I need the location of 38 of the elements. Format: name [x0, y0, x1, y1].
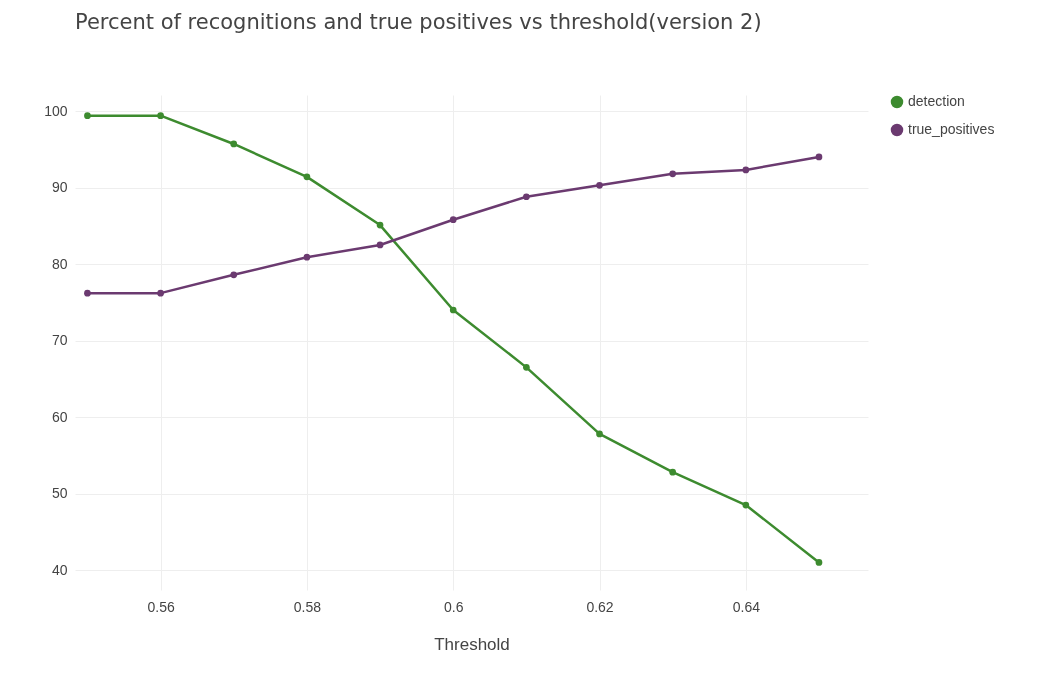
point: [449, 216, 457, 224]
point: [376, 241, 384, 249]
x-axis-title: Threshold: [434, 634, 510, 654]
point: [157, 289, 164, 297]
point: [596, 181, 603, 189]
point: [815, 559, 823, 566]
y-tick-label: 60: [51, 408, 68, 425]
point: [523, 364, 530, 371]
point: [303, 253, 311, 261]
legend-label: true_positives: [908, 121, 995, 137]
y-tick-label: 50: [51, 485, 68, 502]
x-tick-label: 0.56: [147, 598, 175, 615]
y-tick-label: 100: [44, 102, 68, 119]
point: [303, 173, 311, 181]
x-tick-label: 0.62: [586, 598, 614, 615]
point: [596, 430, 603, 438]
y-tick-label: 70: [51, 332, 68, 349]
x-tick-label: 0.64: [732, 598, 761, 615]
point: [230, 271, 238, 279]
point: [669, 170, 677, 178]
point: [157, 112, 164, 119]
point: [449, 306, 457, 314]
legend-label: detection: [908, 93, 965, 109]
y-tick-label: 90: [51, 179, 68, 196]
y-tick-label: 40: [51, 561, 68, 578]
point: [230, 140, 238, 148]
x-tick-label: 0.58: [293, 598, 322, 615]
point: [523, 193, 530, 201]
point: [742, 501, 750, 509]
point: [376, 221, 384, 229]
x-tick-label: 0.6: [443, 598, 464, 615]
point: [84, 112, 91, 119]
chart-title: Percent of recognitions and true positives vs threshold(version 2): [75, 10, 762, 34]
point: [742, 166, 750, 174]
point: [84, 289, 91, 297]
point: [669, 468, 677, 476]
point: [815, 153, 823, 161]
y-tick-label: 80: [51, 255, 68, 272]
